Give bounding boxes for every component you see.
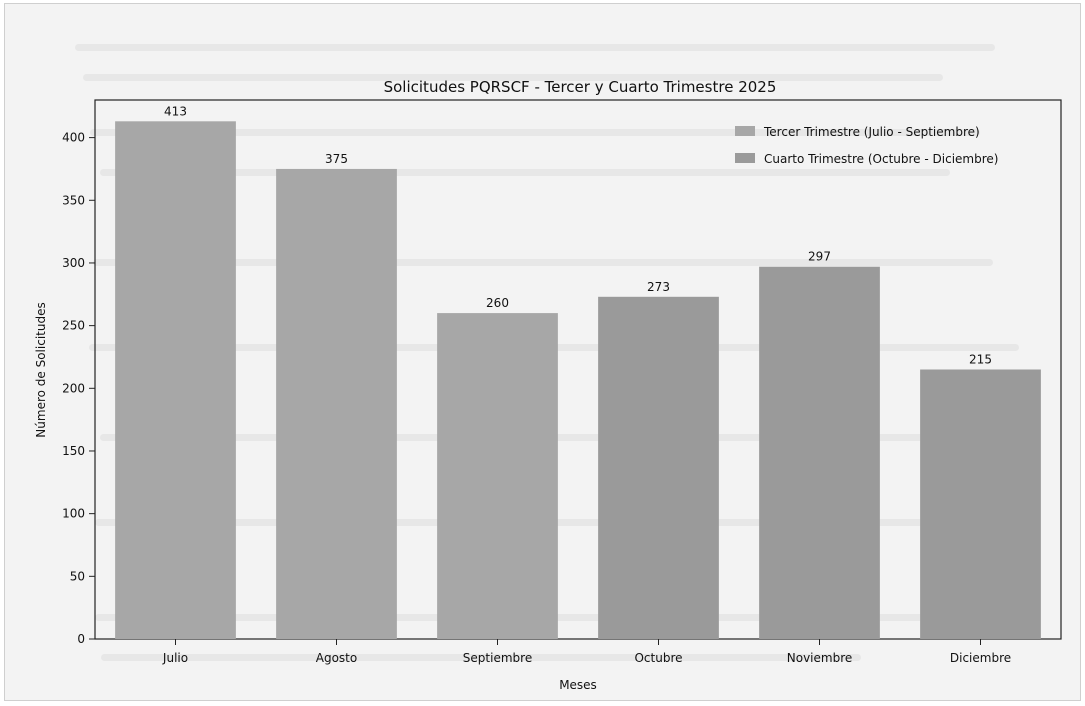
bars: 413 375 260 273 297 215 [115,104,1041,639]
y-tick-label: 250 [62,319,85,333]
bar-noviembre [759,266,880,639]
y-tick-label: 50 [70,569,85,583]
x-tick-label: Noviembre [787,651,853,665]
bar-septiembre [437,313,558,639]
legend-swatch-tercer [735,126,755,136]
x-tick-label: Octubre [634,651,682,665]
legend-label-tercer: Tercer Trimestre (Julio - Septiembre) [763,125,980,139]
y-tick-label: 0 [77,632,85,646]
x-axis-label: Meses [559,678,597,692]
plot-frame [94,99,1062,640]
legend-swatch-cuarto [735,153,755,163]
x-axis: Julio Agosto Septiembre Octubre Noviembre Dic… [162,639,1011,665]
y-axis: 0 50 100 150 200 250 300 350 400 [62,131,95,646]
x-tick-label: Diciembre [950,651,1011,665]
bar-value-label: 297 [808,250,831,264]
y-tick-label: 100 [62,507,85,521]
bar-octubre [598,296,719,639]
bar-julio [115,121,236,639]
y-tick-label: 200 [62,381,85,395]
bar-value-label: 215 [969,353,992,367]
x-tick-label: Septiembre [463,651,532,665]
y-tick-label: 350 [62,193,85,207]
chart-title: Solicitudes PQRSCF - Tercer y Cuarto Tri… [384,78,777,96]
bar-value-label: 375 [325,152,348,166]
y-tick-label: 150 [62,444,85,458]
y-tick-label: 300 [62,256,85,270]
legend-label-cuarto: Cuarto Trimestre (Octubre - Diciembre) [764,152,998,166]
x-tick-label: Julio [162,651,188,665]
bar-value-label: 413 [164,104,187,118]
bar-agosto [276,168,397,639]
bar-value-label: 260 [486,296,509,310]
y-axis-label: Número de Solicitudes [34,302,48,437]
bar-value-label: 273 [647,280,670,294]
y-tick-label: 400 [62,131,85,145]
legend: Tercer Trimestre (Julio - Septiembre) Cu… [735,125,998,166]
x-tick-label: Agosto [316,651,357,665]
bar-diciembre [920,369,1041,639]
